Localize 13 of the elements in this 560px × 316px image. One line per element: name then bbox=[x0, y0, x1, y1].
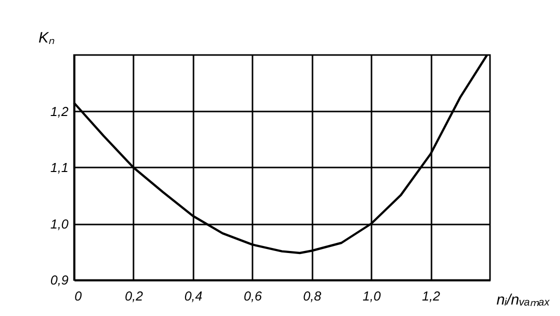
x-tick-label: 1,2 bbox=[422, 288, 441, 304]
x-tick-label: 0,6 bbox=[244, 288, 263, 304]
y-tick-label: 1,2 bbox=[50, 104, 70, 119]
x-axis-title: nᵢ/nᵥₐₘₐₓ bbox=[496, 292, 550, 308]
x-tick-label: 1,0 bbox=[362, 288, 382, 304]
x-tick-label: 0 bbox=[74, 288, 82, 304]
y-tick-label: 1,1 bbox=[50, 160, 68, 175]
x-tick-label: 0,8 bbox=[303, 288, 322, 304]
y-axis-title: Kₙ bbox=[38, 30, 55, 46]
y-tick-label: 1,0 bbox=[50, 216, 70, 232]
x-tick-label: 0,4 bbox=[184, 288, 202, 304]
x-tick-label: 0,2 bbox=[124, 288, 144, 304]
y-tick-label: 0,9 bbox=[50, 272, 68, 288]
